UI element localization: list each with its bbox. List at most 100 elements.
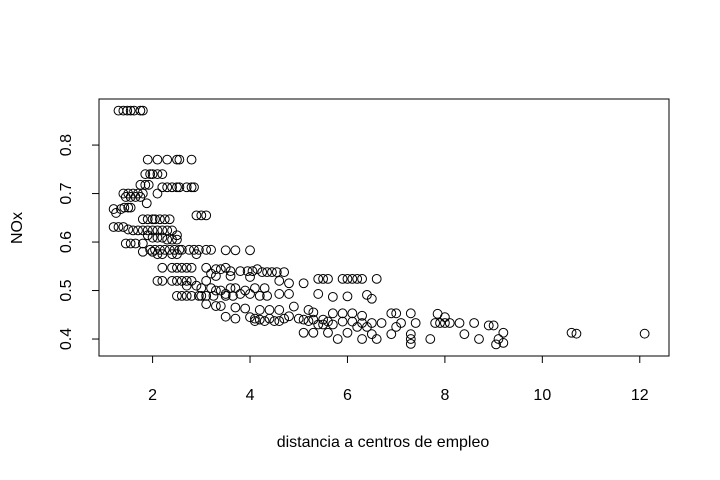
data-point <box>125 238 136 249</box>
data-point <box>157 182 168 193</box>
data-point <box>186 262 197 273</box>
data-point <box>181 182 192 193</box>
data-point <box>274 316 285 326</box>
data-point <box>167 262 177 273</box>
data-point <box>474 334 484 344</box>
data-point <box>303 316 314 326</box>
y-tick-label: 0.6 <box>58 231 75 253</box>
data-point <box>337 308 348 319</box>
data-point <box>318 319 329 330</box>
data-point <box>405 338 416 349</box>
data-point <box>249 283 260 294</box>
data-point <box>152 169 163 180</box>
data-point <box>391 322 402 332</box>
data-point <box>186 290 197 301</box>
data-point <box>357 274 367 284</box>
data-point <box>135 105 146 116</box>
data-point <box>430 318 441 328</box>
data-point <box>391 308 402 319</box>
data-point <box>566 327 577 338</box>
data-point <box>298 327 309 338</box>
data-point <box>254 290 265 301</box>
data-point <box>215 285 226 296</box>
data-point <box>262 267 272 278</box>
data-point <box>147 232 158 243</box>
data-point <box>191 210 202 221</box>
data-point <box>274 305 285 315</box>
data-point <box>284 289 294 299</box>
data-point <box>327 308 338 319</box>
data-point <box>274 289 285 299</box>
data-point <box>135 192 146 202</box>
data-point <box>386 308 397 319</box>
data-point <box>123 202 134 213</box>
data-point <box>189 182 199 193</box>
data-point <box>274 275 285 286</box>
data-point <box>157 275 168 286</box>
data-point <box>159 214 170 225</box>
data-point <box>439 318 450 328</box>
data-point <box>327 291 338 302</box>
data-point <box>176 262 187 273</box>
data-point <box>201 299 212 310</box>
data-point <box>191 249 202 260</box>
data-point <box>142 225 153 236</box>
data-point <box>174 154 185 165</box>
data-point <box>491 339 501 350</box>
data-point <box>196 290 207 301</box>
data-point <box>128 225 139 236</box>
data-point <box>284 311 294 322</box>
data-point <box>332 334 343 344</box>
data-point <box>435 318 445 328</box>
data-point <box>347 316 358 327</box>
data-point <box>235 266 246 277</box>
data-point <box>293 313 304 324</box>
data-point <box>137 238 148 249</box>
y-axis-label: NOx <box>9 212 26 244</box>
data-point <box>279 267 290 278</box>
data-point <box>147 214 158 225</box>
data-point <box>313 289 324 299</box>
data-point <box>211 271 221 281</box>
data-point <box>206 244 216 255</box>
data-point <box>157 249 168 260</box>
data-point <box>208 290 219 301</box>
data-point <box>323 316 333 327</box>
data-point <box>313 274 324 284</box>
data-point <box>196 210 207 221</box>
data-point <box>147 246 158 257</box>
data-point <box>220 245 231 256</box>
data-point <box>444 318 455 328</box>
data-point <box>215 264 226 275</box>
data-point <box>323 327 333 338</box>
data-point <box>181 262 192 273</box>
data-point <box>483 320 494 331</box>
data-point <box>352 322 363 332</box>
data-point <box>488 320 499 331</box>
x-axis-label: distancia a centros de empleo <box>277 434 490 451</box>
data-point <box>172 154 182 165</box>
data-point <box>137 246 148 257</box>
data-point <box>225 271 236 281</box>
data-point <box>193 290 204 301</box>
data-point <box>125 202 136 213</box>
data-point <box>639 328 650 339</box>
data-point <box>137 105 148 116</box>
data-point <box>220 311 231 322</box>
data-point <box>125 105 136 116</box>
data-point <box>342 291 353 302</box>
data-point <box>245 272 255 282</box>
data-point <box>133 225 143 236</box>
data-point <box>186 182 197 193</box>
data-point <box>230 245 241 256</box>
data-point <box>342 274 353 284</box>
data-point <box>137 188 148 199</box>
data-point <box>172 234 182 245</box>
data-point <box>122 105 133 116</box>
data-point <box>141 198 152 209</box>
data-point <box>245 245 255 256</box>
data-point <box>323 274 333 284</box>
data-point <box>249 313 260 324</box>
data-point <box>162 182 173 193</box>
